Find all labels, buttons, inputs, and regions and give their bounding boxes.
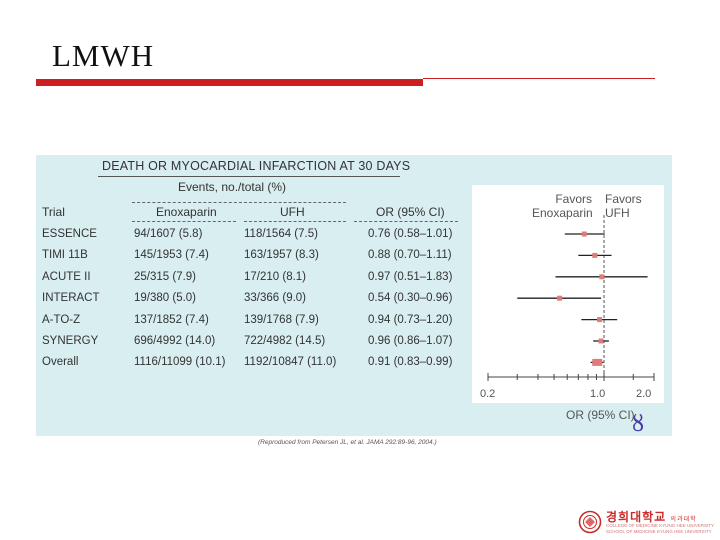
university-name-main: 경희대학교 xyxy=(606,510,667,524)
cell-or: 0.91 (0.83–0.99) xyxy=(368,356,453,369)
cell-enoxaparin: 94/1607 (5.8) xyxy=(134,228,203,240)
favors-left-word: Favors xyxy=(555,192,592,206)
forest-plot-figure: DEATH OR MYOCARDIAL INFARCTION AT 30 DAY… xyxy=(36,155,672,436)
slide-title: LMWH xyxy=(52,38,155,73)
cell-ufh: 1192/10847 (11.0) xyxy=(244,356,337,369)
favors-enoxaparin-label: Favors Enoxaparin xyxy=(532,192,593,220)
point-estimate-acute-ii xyxy=(599,274,605,280)
favors-ufh-label: Favors UFH xyxy=(605,192,642,220)
table-heading: DEATH OR MYOCARDIAL INFARCTION AT 30 DAY… xyxy=(102,159,411,173)
cell-ufh: 33/366 (9.0) xyxy=(244,292,307,305)
x-tick-label-2.0: 2.0 xyxy=(636,388,652,400)
cell-or: 0.97 (0.51–1.83) xyxy=(368,270,453,283)
events-bracket-right xyxy=(244,202,346,203)
enox-underline xyxy=(132,221,236,222)
university-seal-icon xyxy=(578,510,602,534)
cell-trial: A-TO-Z xyxy=(42,313,81,326)
plot-area: Favors Enoxaparin Favors UFH xyxy=(472,185,664,403)
point-estimate-interact xyxy=(557,295,563,301)
cell-ufh: 17/210 (8.1) xyxy=(244,270,307,283)
cell-or: 0.94 (0.73–1.20) xyxy=(368,313,453,326)
cell-enoxaparin: 696/4992 (14.0) xyxy=(134,335,216,347)
cell-trial: SYNERGY xyxy=(42,335,99,347)
forest-plot-svg xyxy=(487,215,655,381)
x-tick-label-0.2: 0.2 xyxy=(480,388,496,400)
cell-enoxaparin: 137/1852 (7.4) xyxy=(134,313,209,326)
favors-right-drug: UFH xyxy=(605,206,630,220)
cell-trial: ACUTE II xyxy=(42,270,91,283)
decorative-check-icon: ȣ xyxy=(632,412,645,437)
university-subtitle-1: COLLEGE OF MEDICINE KYUNG HEE UNIVERSITY xyxy=(606,523,715,528)
university-logo: 경희대학교 의과대학 COLLEGE OF MEDICINE KYUNG HEE… xyxy=(578,508,718,538)
cell-ufh: 139/1768 (7.9) xyxy=(244,313,319,326)
point-estimate-overall xyxy=(592,358,603,366)
point-estimate-synergy xyxy=(598,338,604,344)
col-header-ufh: UFH xyxy=(280,205,305,219)
university-subtitle-2: SCHOOL OF MEDICINE KYUNG HEE UNIVERSITY xyxy=(606,529,712,534)
university-name-tag: 의과대학 xyxy=(670,517,697,523)
x-tick-label-1.0: 1.0 xyxy=(590,388,606,400)
title-accent-bar xyxy=(36,79,423,86)
favors-left-drug: Enoxaparin xyxy=(532,206,593,220)
cell-ufh: 163/1957 (8.3) xyxy=(244,249,319,262)
cell-enoxaparin: 19/380 (5.0) xyxy=(134,292,197,305)
cell-trial: INTERACT xyxy=(42,292,100,305)
cell-enoxaparin: 25/315 (7.9) xyxy=(134,270,197,283)
col-header-trial: Trial xyxy=(42,205,65,219)
cell-enoxaparin: 1116/11099 (10.1) xyxy=(134,356,226,369)
cell-or: 0.88 (0.70–1.11) xyxy=(368,249,452,262)
cell-trial: ESSENCE xyxy=(42,228,97,240)
favors-right-word: Favors xyxy=(605,192,642,206)
cell-ufh: 118/1564 (7.5) xyxy=(244,228,318,240)
col-header-enoxaparin: Enoxaparin xyxy=(156,205,217,219)
source-footnote: (Reproduced from Petersen JL, et al. JAM… xyxy=(258,439,437,446)
cell-or: 0.96 (0.86–1.07) xyxy=(368,335,453,347)
events-bracket-left xyxy=(132,202,242,203)
title-accent-line xyxy=(423,78,655,79)
x-axis-label: OR (95% CI) xyxy=(566,408,635,422)
cell-trial: TIMI 11B xyxy=(42,249,88,262)
cell-ufh: 722/4982 (14.5) xyxy=(244,335,326,347)
cell-trial: Overall xyxy=(42,356,79,369)
cell-or: 0.76 (0.58–1.01) xyxy=(368,228,453,240)
point-estimate-a-to-z xyxy=(597,317,603,323)
university-name: 경희대학교 의과대학 xyxy=(606,508,697,525)
events-heading: Events, no./total (%) xyxy=(178,180,287,194)
point-estimate-essence xyxy=(581,231,587,237)
ufh-underline xyxy=(244,221,346,222)
cell-enoxaparin: 145/1953 (7.4) xyxy=(134,249,209,262)
cell-or: 0.54 (0.30–0.96) xyxy=(368,292,453,305)
col-header-or: OR (95% CI) xyxy=(376,205,445,219)
point-estimate-timi-11b xyxy=(592,252,598,258)
heading-rule xyxy=(98,176,400,177)
or-underline xyxy=(354,221,458,222)
